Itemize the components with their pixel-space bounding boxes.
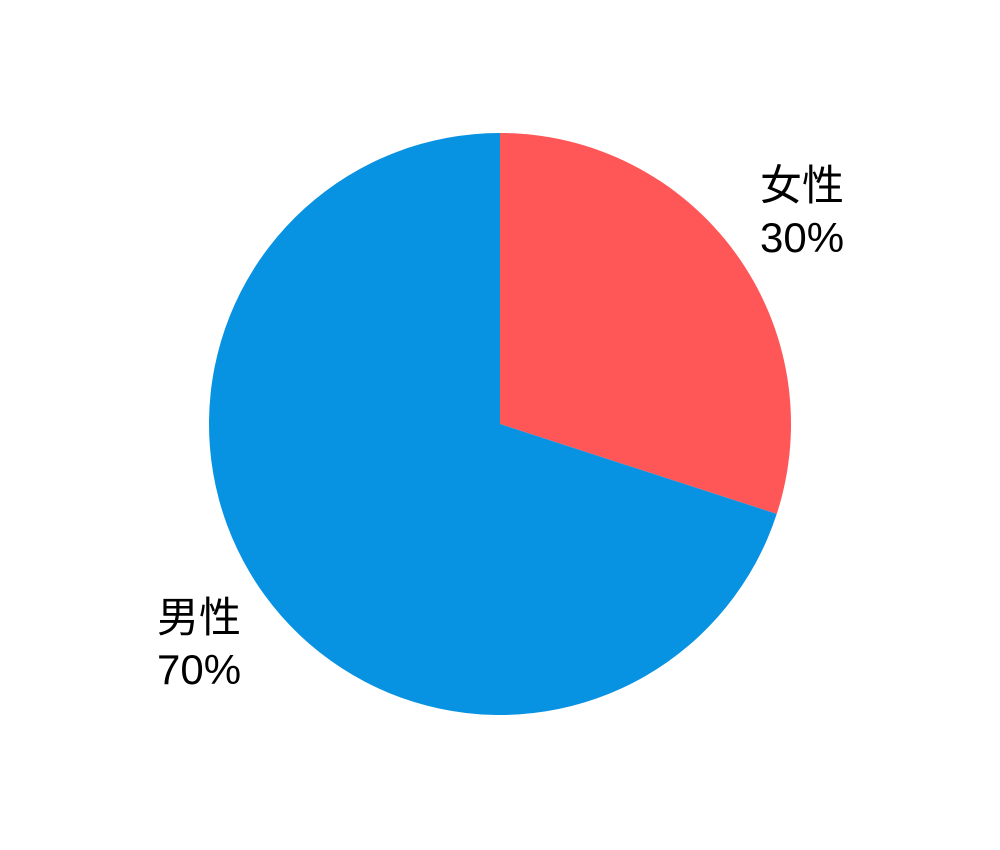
- slice-label-male-name: 男性: [157, 594, 242, 641]
- pie-slice-1: [209, 133, 777, 716]
- slice-label-female: 女性 30%: [760, 160, 844, 264]
- slice-label-male-percent: 70%: [157, 646, 242, 693]
- slice-label-female-percent: 30%: [760, 214, 845, 261]
- slice-label-male: 男性 70%: [157, 592, 241, 696]
- pie-slice-0: [500, 133, 791, 514]
- slice-label-female-name: 女性: [760, 162, 845, 209]
